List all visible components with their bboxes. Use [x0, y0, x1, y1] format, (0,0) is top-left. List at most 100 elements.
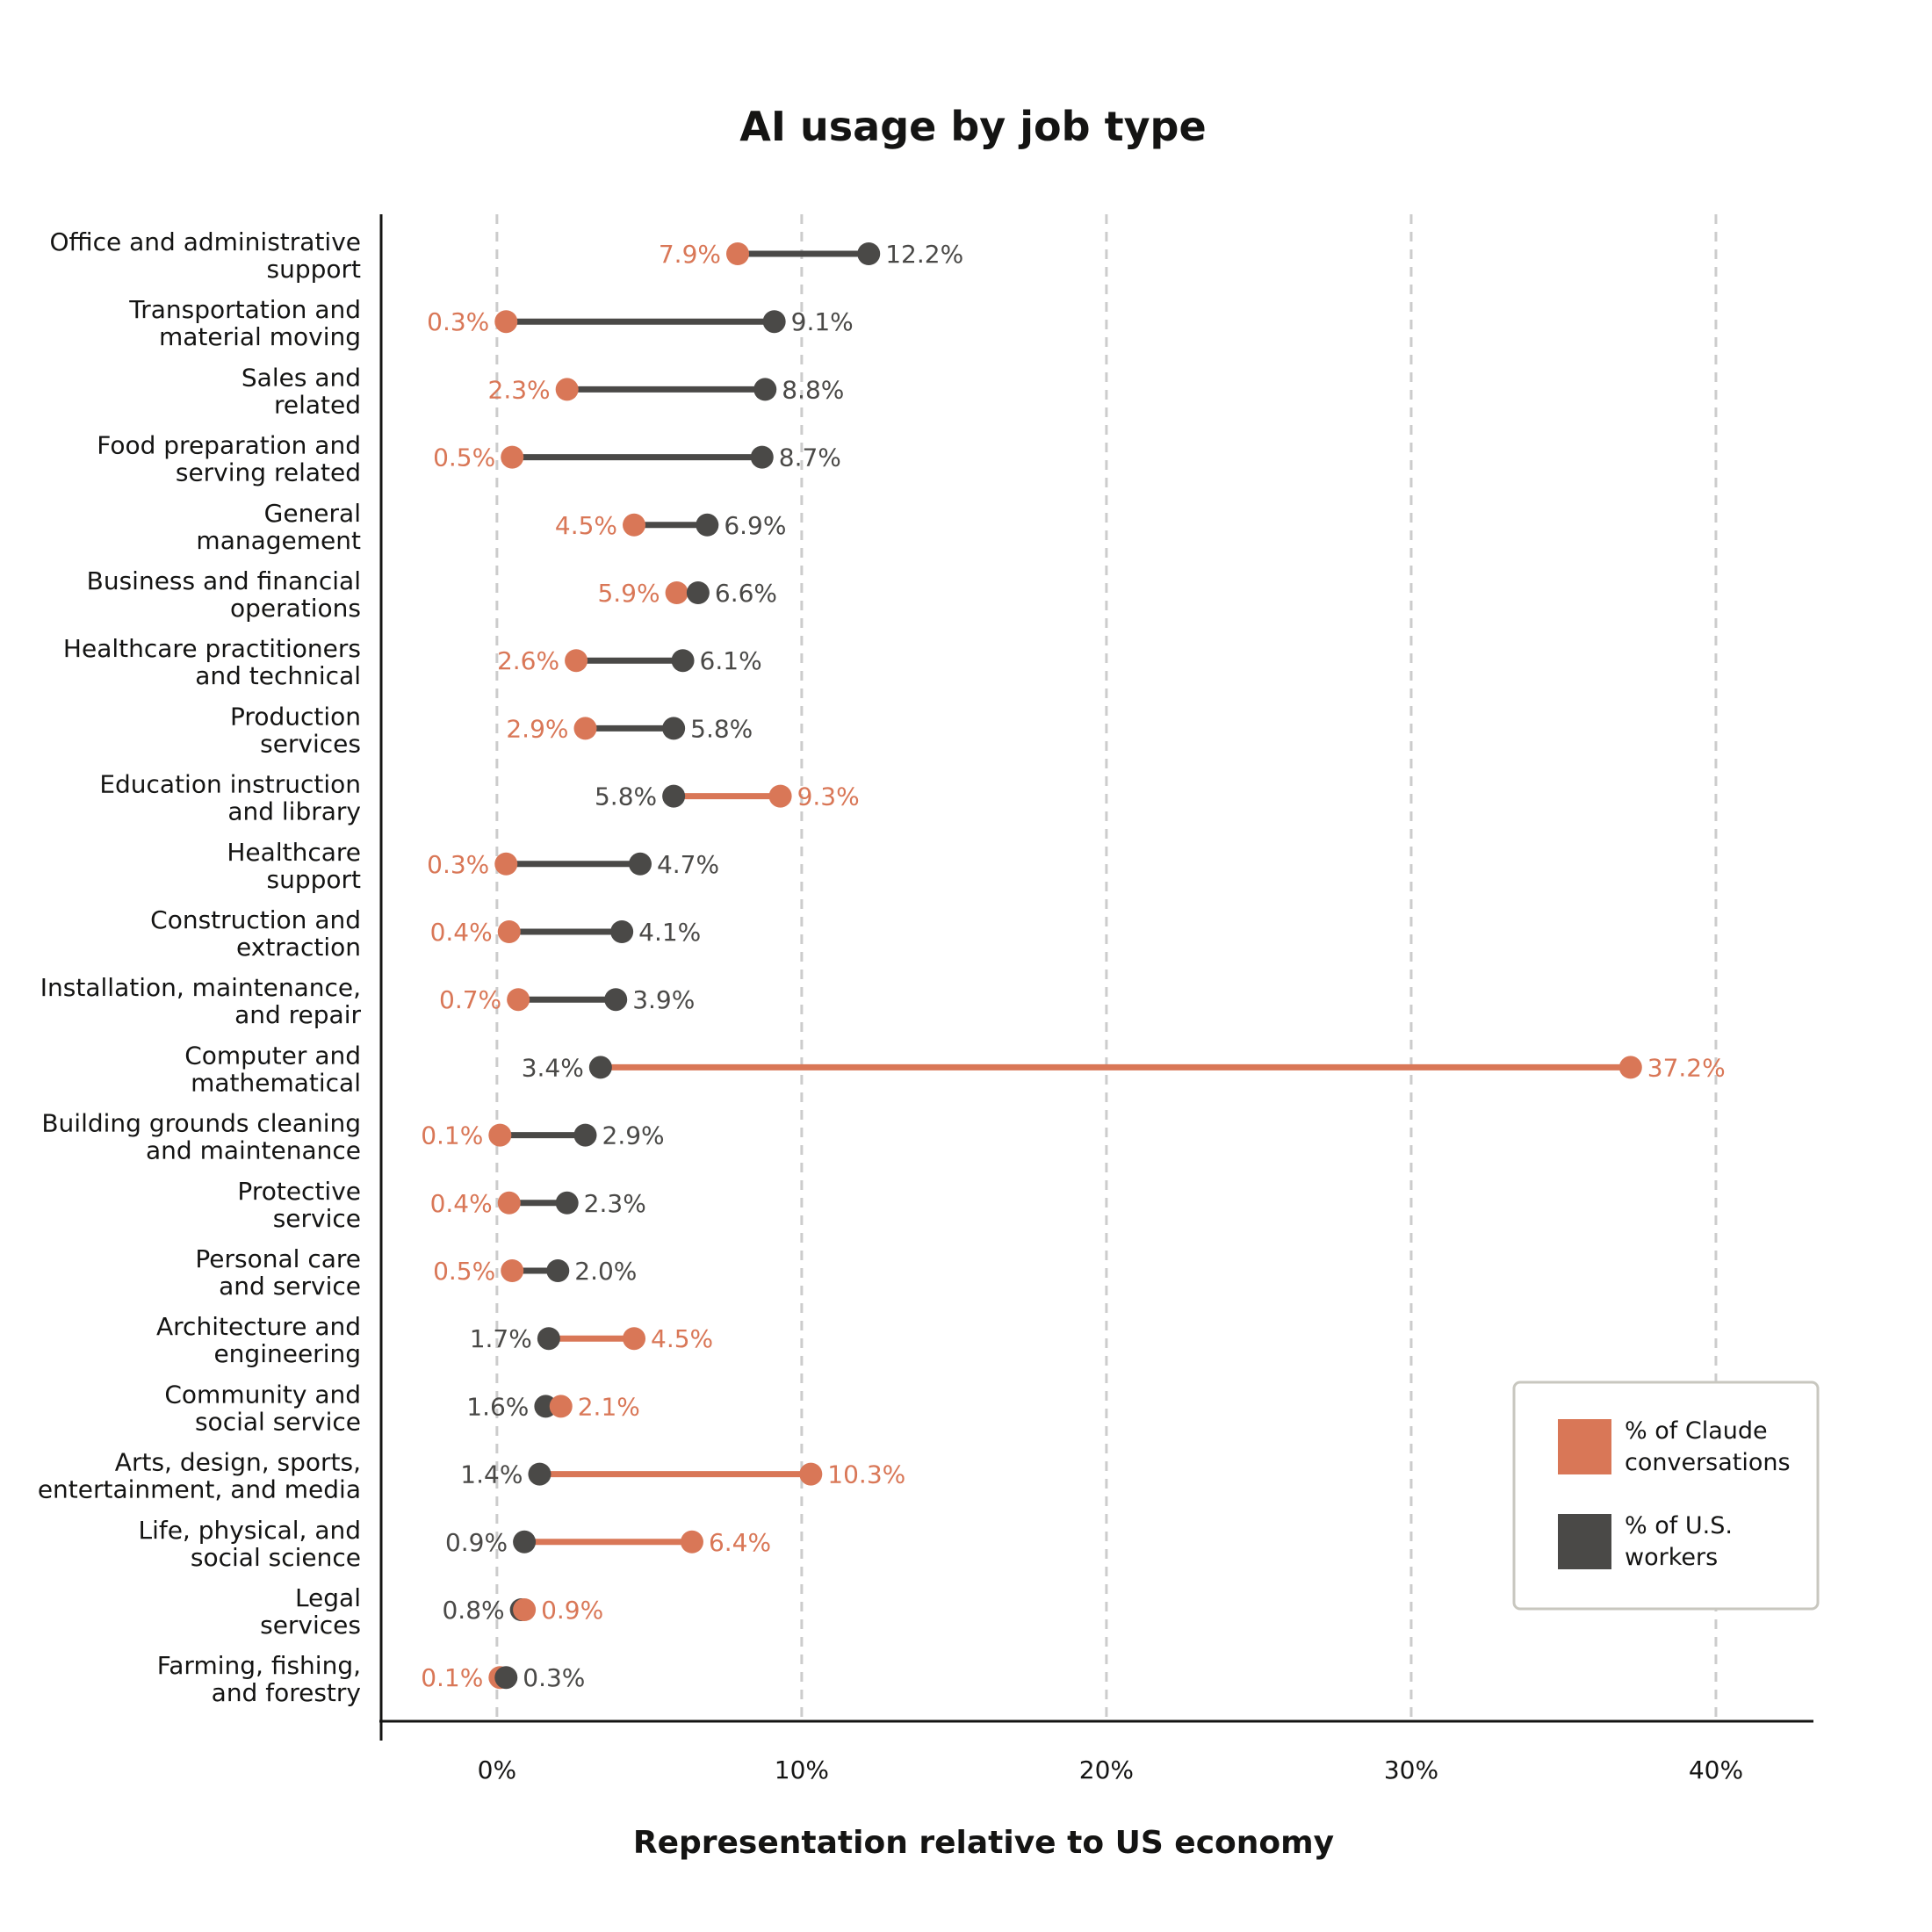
- x-tick-label: 30%: [1384, 1755, 1438, 1784]
- legend: % of Claude conversations % of U.S. workers: [1512, 1381, 1820, 1611]
- category-label-line: Office and administrative: [49, 227, 361, 256]
- category-label: Farming, fishing, and forestry: [157, 1651, 361, 1707]
- category-label: Production services: [230, 702, 361, 758]
- category-label-line: services: [260, 729, 361, 758]
- x-tick-label: 20%: [1079, 1755, 1134, 1784]
- workers-value-label: 3.4%: [522, 1053, 584, 1082]
- claude-dot: [494, 852, 518, 876]
- claude-value-label: 0.4%: [430, 1189, 493, 1218]
- workers-value-label: 5.8%: [595, 782, 657, 811]
- category-label-line: service: [273, 1204, 361, 1233]
- category-label: Life, physical, and social science: [138, 1516, 361, 1572]
- legend-label: % of U.S. workers: [1625, 1512, 1733, 1571]
- workers-dot: [513, 1530, 537, 1554]
- category-label-line: services: [260, 1611, 361, 1640]
- claude-dot: [680, 1530, 703, 1554]
- claude-value-label: 37.2%: [1647, 1053, 1726, 1082]
- claude-dot: [497, 1191, 521, 1215]
- workers-dot: [573, 1123, 597, 1147]
- claude-value-label: 2.6%: [497, 646, 559, 675]
- axes: [379, 214, 1813, 1741]
- category-label: Healthcare practitioners and technical: [63, 634, 361, 690]
- workers-dot: [662, 717, 686, 740]
- claude-dot: [488, 1123, 512, 1147]
- workers-dot: [762, 310, 786, 334]
- workers-dot: [588, 1056, 612, 1079]
- category-label: Building grounds cleaning and maintenance: [41, 1109, 361, 1165]
- category-label-line: Construction and: [150, 905, 361, 934]
- workers-value-label: 4.1%: [638, 918, 701, 947]
- claude-value-label: 0.7%: [439, 985, 501, 1014]
- claude-dot: [623, 1327, 646, 1351]
- category-label: Personal care and service: [195, 1244, 361, 1301]
- legend-label-line: % of U.S.: [1625, 1512, 1733, 1539]
- claude-dot: [555, 378, 579, 401]
- workers-value-label: 3.9%: [632, 985, 695, 1014]
- workers-dot: [686, 581, 710, 604]
- workers-dot: [671, 649, 695, 673]
- workers-dot: [610, 920, 634, 943]
- claude-dot: [573, 717, 597, 740]
- workers-value-label: 8.7%: [779, 443, 841, 472]
- workers-dot: [857, 242, 881, 265]
- x-tick-label: 0%: [478, 1755, 516, 1784]
- claude-dot: [726, 242, 750, 265]
- workers-value-label: 0.9%: [445, 1528, 508, 1557]
- category-label-line: Personal care: [195, 1244, 361, 1273]
- category-label: Community and social service: [164, 1380, 361, 1436]
- x-tick-label: 40%: [1689, 1755, 1743, 1784]
- workers-dot: [628, 852, 652, 876]
- category-label-line: support: [266, 865, 361, 894]
- category-label: Computer and mathematical: [184, 1041, 361, 1097]
- category-label-line: operations: [230, 594, 361, 623]
- category-label: Business and financial operations: [87, 566, 361, 623]
- legend-swatch: [1558, 1514, 1611, 1569]
- claude-dot: [494, 310, 518, 334]
- category-label-line: and library: [227, 797, 361, 826]
- category-label-line: and maintenance: [146, 1136, 361, 1165]
- claude-value-label: 9.3%: [797, 782, 860, 811]
- claude-value-label: 0.1%: [421, 1121, 483, 1150]
- category-label-line: extraction: [236, 933, 361, 962]
- legend-label-line: % of Claude: [1625, 1417, 1768, 1445]
- workers-value-label: 6.1%: [700, 646, 762, 675]
- category-label-line: Transportation and: [128, 295, 361, 324]
- claude-dot: [565, 649, 588, 673]
- claude-value-label: 0.1%: [421, 1663, 483, 1692]
- category-label-line: and technical: [195, 661, 361, 690]
- x-tick-label: 10%: [775, 1755, 829, 1784]
- claude-value-label: 0.4%: [430, 918, 493, 947]
- workers-dot: [555, 1191, 579, 1215]
- legend-label: % of Claude conversations: [1625, 1417, 1791, 1476]
- category-label-line: Farming, fishing,: [157, 1651, 361, 1680]
- category-label-line: Healthcare practitioners: [63, 634, 361, 663]
- category-label-line: Food preparation and: [97, 431, 361, 460]
- workers-value-label: 0.8%: [442, 1596, 504, 1625]
- workers-value-label: 6.9%: [724, 511, 786, 540]
- category-label-line: entertainment, and media: [38, 1475, 361, 1504]
- claude-value-label: 0.3%: [427, 850, 489, 879]
- category-label: Food preparation and serving related: [97, 431, 361, 487]
- category-label-line: Life, physical, and: [138, 1516, 361, 1545]
- category-label-line: Production: [230, 702, 361, 731]
- workers-value-label: 1.6%: [466, 1392, 529, 1421]
- legend-label-line: conversations: [1625, 1449, 1791, 1476]
- category-label: Education instruction and library: [99, 770, 361, 826]
- x-axis-label: Representation relative to US economy: [633, 1825, 1334, 1861]
- x-axis-ticks: 0% 10% 20% 30% 40%: [478, 1755, 1743, 1784]
- category-label: Architecture and engineering: [156, 1312, 361, 1368]
- workers-value-label: 2.9%: [602, 1121, 665, 1150]
- legend-box: [1512, 1381, 1820, 1611]
- workers-value-label: 2.3%: [584, 1189, 646, 1218]
- category-label: Protective service: [237, 1177, 361, 1233]
- category-label-line: management: [196, 526, 361, 555]
- workers-dot: [537, 1327, 560, 1351]
- category-label: Installation, maintenance, and repair: [40, 973, 362, 1029]
- data-marks: 7.9% 12.2% 0.3% 9.1% 2.3% 8.8% 0.5% 8.7% 4.5% 6.9…: [421, 240, 1726, 1692]
- claude-value-label: 2.3%: [488, 375, 551, 404]
- legend-label-line: workers: [1625, 1544, 1718, 1571]
- claude-value-label: 0.5%: [433, 443, 495, 472]
- category-label-line: engineering: [213, 1339, 361, 1368]
- category-label: Construction and extraction: [150, 905, 361, 962]
